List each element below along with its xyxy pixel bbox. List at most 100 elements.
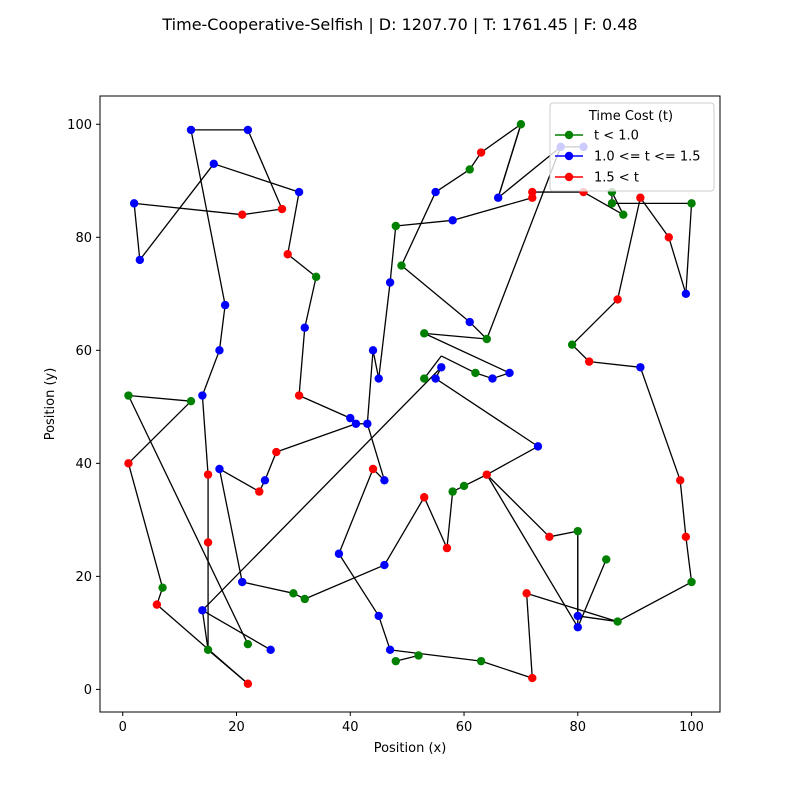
route-segment [378,615,391,651]
data-point [380,476,389,485]
x-tick-label: 100 [679,720,704,735]
data-point [260,476,270,485]
data-point [215,346,224,355]
route-segment [617,581,692,623]
data-point [567,340,577,349]
data-point [488,374,497,383]
data-point [203,538,213,547]
route-segment [127,400,192,464]
data-point [687,577,696,587]
data-point [385,645,395,655]
route-segment [156,604,249,685]
data-point [505,368,514,378]
data-point [300,594,309,604]
route-segment [423,355,442,379]
data-point [420,493,429,502]
data-point [493,193,503,202]
y-tick-label: 20 [75,570,92,585]
legend-title: Time Cost (t) [588,109,673,124]
data-point [584,357,594,366]
y-axis-ticks: 0 20 40 60 80 100 [67,118,100,698]
route-segment [423,332,510,374]
route-segment [571,298,619,346]
route-segment [435,168,471,193]
plot-area-frame [99,95,721,713]
route-segment [201,395,209,475]
data-point [636,193,645,202]
data-point [374,611,383,621]
route-segment [549,530,578,538]
data-point [465,165,474,174]
x-axis-label: Position (x) [374,741,447,756]
data-point [414,651,423,660]
route-segment [497,124,522,198]
route-segment [218,305,226,351]
route-segment [611,191,624,215]
route-segment [486,445,539,476]
data-point [420,329,429,338]
data-point [420,374,429,383]
data-point [124,459,133,468]
legend-box [549,102,715,192]
data-point [198,391,207,400]
data-point [363,419,372,428]
legend-entry-label: t < 1.0 [594,129,639,144]
y-axis-label: Position (y) [43,368,58,441]
data-points [124,120,696,688]
y-tick-label: 0 [84,683,92,698]
route-segment [202,609,271,651]
data-point [152,600,162,609]
y-tick-label: 40 [75,457,92,472]
data-point [613,295,622,304]
route-segment [242,208,283,216]
route-segment [338,553,380,617]
route-segment [679,480,687,537]
route-segment [128,394,192,402]
route-segment [276,423,357,453]
data-point [675,476,685,485]
data-point [351,419,361,428]
data-point [311,272,321,282]
data-point [528,673,537,683]
data-point [368,464,378,474]
route-segment [219,468,260,493]
data-point [266,645,275,655]
data-point [334,549,344,558]
data-point [442,543,452,553]
data-point [186,396,196,406]
route-segment [583,191,624,216]
data-point [573,623,582,632]
data-point [186,125,196,135]
data-point [129,199,139,208]
x-tick-label: 80 [570,720,587,735]
data-point [465,317,474,327]
data-point [431,187,440,197]
legend-entry-label: 1.5 < t [594,171,639,186]
data-point [471,368,480,378]
route-segment [401,265,471,323]
data-point [522,589,531,598]
route-segment [486,474,579,628]
data-point [255,487,264,496]
data-point [619,210,628,219]
route-segment [685,203,693,294]
data-point [482,470,491,479]
route-segment [389,225,397,283]
route-segment [139,163,215,261]
y-tick-label: 80 [75,231,92,246]
data-point [391,656,400,666]
data-point [573,611,582,621]
route-segment [383,496,425,566]
data-point [135,255,145,265]
data-point [300,323,309,332]
route-segment [486,474,550,538]
route-segment [134,202,243,216]
data-point [243,125,253,135]
route-segment [190,129,226,306]
legend-entry-label: 1.0 <= t <= 1.5 [594,150,701,165]
route-segment [616,197,642,300]
x-tick-label: 40 [342,720,359,735]
data-point [346,413,355,423]
data-point [681,289,691,298]
